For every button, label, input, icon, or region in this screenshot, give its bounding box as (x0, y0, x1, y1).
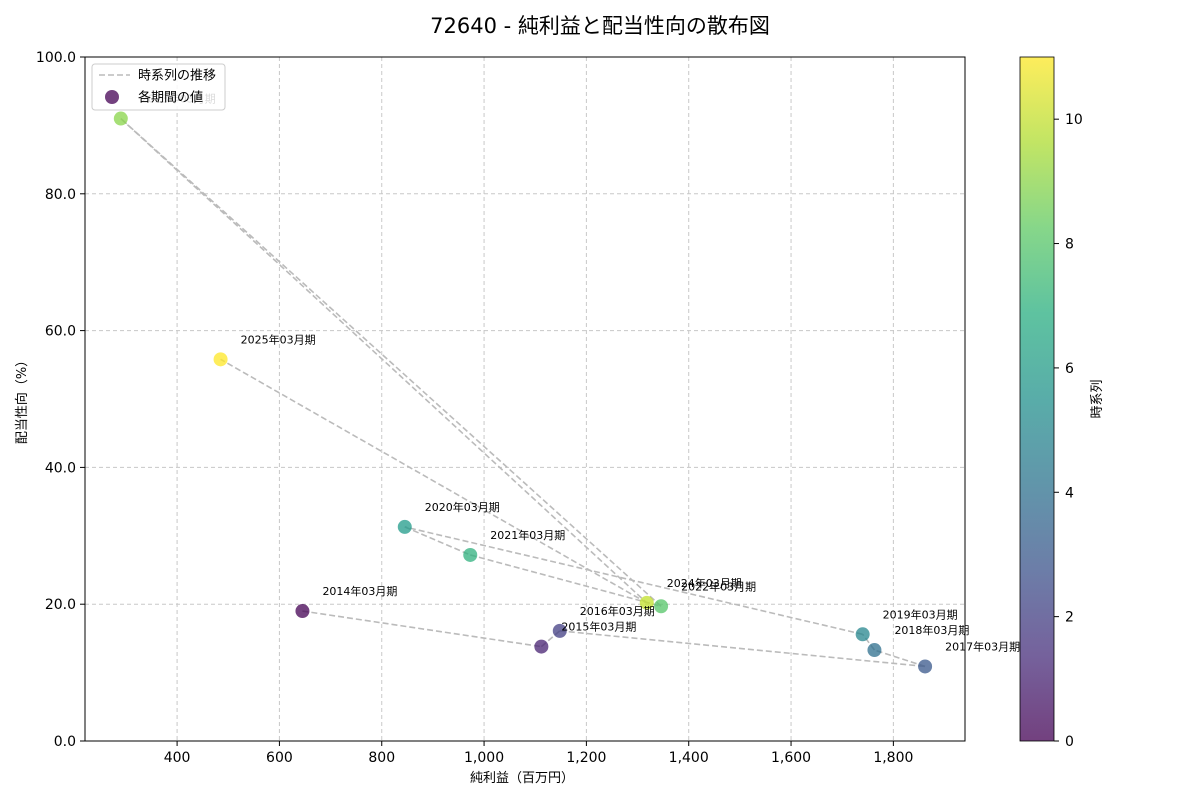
y-tick-label-1: 20.0 (45, 597, 76, 613)
colorbar-tick-label-3: 6 (1065, 361, 1074, 377)
point-label-0: 2014年03月期 (322, 584, 397, 598)
trajectory-segment-10 (220, 358, 648, 604)
data-point-6 (397, 519, 412, 534)
data-point-3 (918, 659, 933, 674)
colorbar-tick-label-1: 2 (1065, 610, 1074, 626)
y-tick-label-0: 0.0 (54, 734, 76, 750)
x-tick-label-0: 400 (164, 750, 191, 766)
y-tick-label-3: 60.0 (45, 324, 76, 340)
legend-marker-icon (105, 90, 119, 104)
point-label-3: 2017年03月期 (945, 639, 1020, 653)
data-points (113, 111, 933, 674)
x-axis-label: 純利益（百万円） (470, 771, 574, 786)
plot-area-frame (84, 56, 966, 742)
legend-box (91, 63, 226, 111)
y-axis: 0.0 20.0 40.0 60.0 80.0 100.0 (36, 50, 85, 750)
trajectory-lines (120, 117, 926, 668)
colorbar-tick-label-2: 4 (1065, 485, 1074, 501)
colorbar-gradient (1019, 56, 1055, 742)
trajectory-segment-7 (470, 554, 662, 608)
y-axis-label: 配当性向（%） (14, 354, 30, 444)
colorbar: 0 2 4 6 8 10 時系列 (1019, 56, 1105, 750)
point-label-1: 2015年03月期 (561, 620, 636, 634)
trajectory-segment-0 (302, 610, 542, 648)
data-point-0 (295, 604, 310, 619)
point-label-7: 2021年03月期 (490, 528, 565, 542)
x-tick-label-4: 1,200 (566, 750, 606, 766)
point-label-10: 2024年03月期 (667, 576, 742, 590)
data-point-2 (552, 623, 567, 638)
legend-label-points: 各期間の値 (138, 90, 203, 106)
legend: 時系列の推移 各期間の値 (91, 63, 226, 111)
data-point-10 (639, 595, 654, 610)
y-tick-label-5: 100.0 (36, 50, 76, 66)
x-tick-label-2: 800 (368, 750, 395, 766)
data-point-4 (867, 643, 882, 658)
x-tick-label-7: 1,800 (873, 750, 913, 766)
point-label-6: 2020年03月期 (425, 500, 500, 514)
data-point-7 (463, 547, 478, 562)
trajectory-segment-8 (120, 117, 662, 607)
data-point-5 (855, 627, 870, 642)
trajectory-segment-3 (874, 649, 926, 668)
colorbar-label: 時系列 (1090, 379, 1105, 418)
trajectory-segment-6 (404, 526, 471, 556)
point-label-8: 2022年03月期 (681, 579, 756, 593)
data-point-1 (534, 639, 549, 654)
colorbar-ticks: 0 2 4 6 8 10 (1054, 112, 1083, 750)
data-point-11 (213, 352, 228, 367)
chart-title: 72640 - 純利益と配当性向の散布図 (430, 14, 770, 38)
colorbar-tick-label-4: 8 (1065, 237, 1074, 253)
x-tick-label-3: 1,000 (464, 750, 504, 766)
y-tick-label-4: 80.0 (45, 187, 76, 203)
point-label-2: 2016年03月期 (580, 604, 655, 618)
y-tick-label-2: 40.0 (45, 460, 76, 476)
trajectory-segment-9 (120, 117, 648, 604)
data-point-8 (654, 599, 669, 614)
x-axis: 400 600 800 1,000 1,200 1,400 1,600 1,800 (164, 741, 913, 766)
point-label-4: 2018年03月期 (894, 623, 969, 637)
colorbar-tick-label-0: 0 (1065, 734, 1074, 750)
trajectory-segment-2 (559, 630, 926, 668)
x-tick-label-6: 1,600 (771, 750, 811, 766)
grid-lines (85, 56, 965, 742)
point-label-5: 2019年03月期 (883, 607, 958, 621)
data-point-9 (113, 111, 128, 126)
colorbar-tick-label-5: 10 (1065, 112, 1083, 128)
point-labels: 2014年03月期 2015年03月期 2016年03月期 2017年03月期 2018… (141, 92, 1020, 654)
legend-label-trajectory: 時系列の推移 (138, 69, 216, 84)
point-label-11: 2025年03月期 (241, 332, 316, 346)
x-tick-label-1: 600 (266, 750, 293, 766)
x-tick-label-5: 1,400 (669, 750, 709, 766)
